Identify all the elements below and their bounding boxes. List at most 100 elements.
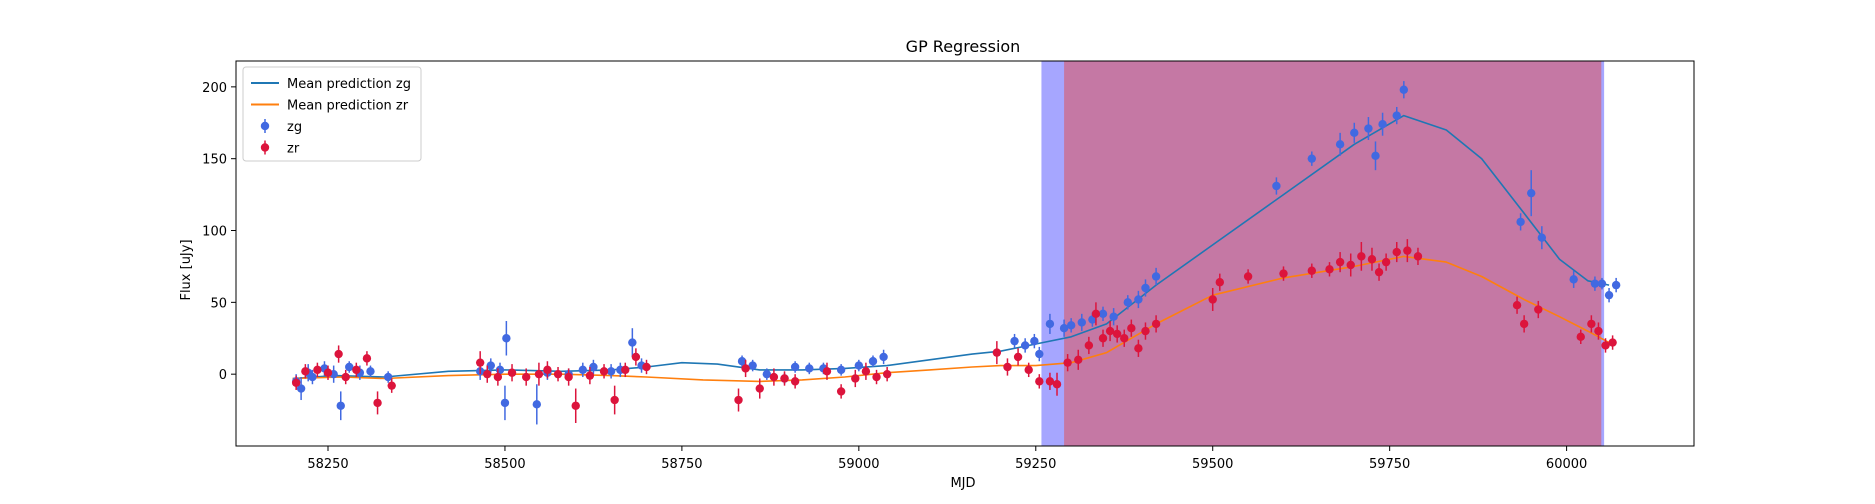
data-point [1594, 326, 1603, 336]
data-point [1084, 341, 1094, 350]
y-tick-label: 50 [210, 296, 227, 311]
y-axis-label: Flux [uJy] [179, 239, 194, 300]
data-point [1112, 329, 1122, 339]
y-tick-label: 100 [202, 225, 227, 240]
data-point [585, 371, 595, 380]
data-point [553, 369, 563, 379]
data-point [1537, 233, 1547, 242]
data-point [1052, 380, 1062, 389]
data-point [1576, 332, 1585, 342]
data-point [1272, 181, 1281, 191]
data-point [854, 361, 864, 370]
data-point [1527, 188, 1536, 198]
data-point [631, 352, 641, 362]
data-point [1307, 266, 1317, 275]
x-tick-label: 58750 [661, 457, 702, 472]
data-point [1350, 128, 1359, 138]
data-point [1597, 279, 1607, 288]
data-point [1091, 309, 1101, 319]
data-point [1367, 255, 1377, 264]
data-point [1519, 319, 1529, 329]
data-point [790, 377, 800, 386]
data-point [868, 357, 878, 366]
y-tick-label: 200 [202, 81, 227, 96]
data-point [1512, 301, 1522, 310]
data-point [1601, 341, 1610, 350]
data-point [362, 354, 372, 363]
data-point [628, 338, 637, 347]
data-point [1381, 257, 1391, 267]
data-point [534, 369, 544, 379]
data-point [734, 395, 743, 405]
data-point [308, 372, 317, 382]
data-point [1569, 275, 1578, 284]
data-point [1604, 290, 1614, 300]
data-point [1378, 120, 1387, 129]
data-point [301, 367, 310, 376]
data-point [383, 372, 393, 382]
data-point [296, 384, 306, 393]
data-point [861, 367, 871, 376]
data-point [822, 367, 832, 376]
data-point [836, 365, 846, 375]
data-point [1608, 338, 1617, 347]
data-point [1215, 278, 1224, 287]
data-point [1392, 111, 1401, 120]
data-point [1120, 334, 1129, 343]
data-point [1307, 154, 1317, 163]
data-point [486, 361, 495, 370]
data-point [1013, 352, 1023, 362]
data-point [741, 364, 750, 373]
data-point [1374, 267, 1384, 277]
data-point [882, 369, 892, 379]
data-point [1045, 377, 1055, 386]
x-tick-label: 60000 [1546, 457, 1587, 472]
data-point [992, 348, 1002, 357]
data-point [737, 357, 747, 366]
data-point [387, 381, 396, 390]
data-point [610, 395, 619, 405]
data-point [1141, 326, 1150, 336]
data-point [571, 401, 580, 410]
data-point [642, 362, 651, 372]
data-point [1611, 280, 1621, 290]
data-point [313, 365, 322, 375]
data-point [336, 401, 345, 410]
data-point [578, 365, 588, 375]
x-tick-label: 58500 [484, 457, 525, 472]
data-point [1141, 283, 1150, 293]
chart-title: GP Regression [906, 37, 1021, 56]
data-point [1074, 355, 1083, 365]
data-point [483, 369, 492, 379]
data-point [475, 358, 485, 367]
data-point [1127, 324, 1136, 333]
data-point [1413, 252, 1423, 261]
x-tick-label: 59500 [1192, 457, 1233, 472]
data-point [521, 372, 531, 382]
data-point [493, 372, 503, 382]
legend-marker-swatch [260, 121, 270, 131]
data-point [1024, 365, 1033, 375]
legend-box [242, 66, 422, 162]
data-point [1335, 140, 1345, 149]
data-point [1357, 252, 1366, 261]
data-point [755, 384, 764, 393]
data-point [1020, 341, 1030, 350]
legend-label: zr [287, 142, 300, 157]
data-point [373, 398, 382, 408]
x-axis-label: MJD [950, 476, 975, 491]
data-point [1098, 334, 1108, 343]
data-point [1346, 260, 1355, 270]
data-point [1364, 124, 1373, 133]
data-point [507, 368, 517, 377]
data-point [1587, 319, 1596, 329]
data-point [1392, 247, 1401, 257]
data-point [1063, 358, 1072, 367]
data-point [805, 364, 814, 373]
data-point [1066, 321, 1076, 330]
mean-prediction-line-zr [292, 255, 1610, 383]
data-point [1109, 312, 1118, 321]
data-point [1003, 362, 1012, 372]
data-point [564, 372, 573, 382]
data-point [1590, 279, 1600, 288]
